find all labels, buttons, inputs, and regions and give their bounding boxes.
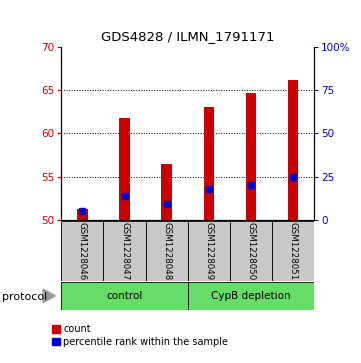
Bar bbox=[272, 221, 314, 281]
Bar bbox=[161, 164, 172, 220]
Text: GSM1228050: GSM1228050 bbox=[247, 222, 255, 281]
Legend: count, percentile rank within the sample: count, percentile rank within the sample bbox=[52, 324, 229, 347]
Bar bbox=[61, 221, 104, 281]
Text: control: control bbox=[106, 291, 143, 301]
Bar bbox=[230, 221, 272, 281]
Text: CypB depletion: CypB depletion bbox=[211, 291, 291, 301]
Bar bbox=[119, 118, 130, 220]
Bar bbox=[61, 282, 188, 310]
Bar bbox=[288, 80, 298, 220]
Bar bbox=[145, 221, 188, 281]
Text: GSM1228047: GSM1228047 bbox=[120, 222, 129, 281]
Text: GSM1228048: GSM1228048 bbox=[162, 222, 171, 281]
Text: GSM1228049: GSM1228049 bbox=[204, 222, 213, 281]
Title: GDS4828 / ILMN_1791171: GDS4828 / ILMN_1791171 bbox=[101, 30, 274, 43]
Bar bbox=[204, 107, 214, 220]
Text: protocol: protocol bbox=[2, 291, 47, 302]
Bar bbox=[245, 93, 256, 220]
Bar bbox=[77, 209, 88, 220]
Bar bbox=[188, 221, 230, 281]
Polygon shape bbox=[43, 289, 55, 303]
Bar bbox=[188, 282, 314, 310]
Bar bbox=[104, 221, 145, 281]
Text: GSM1228046: GSM1228046 bbox=[78, 222, 87, 281]
Text: GSM1228051: GSM1228051 bbox=[288, 222, 297, 281]
